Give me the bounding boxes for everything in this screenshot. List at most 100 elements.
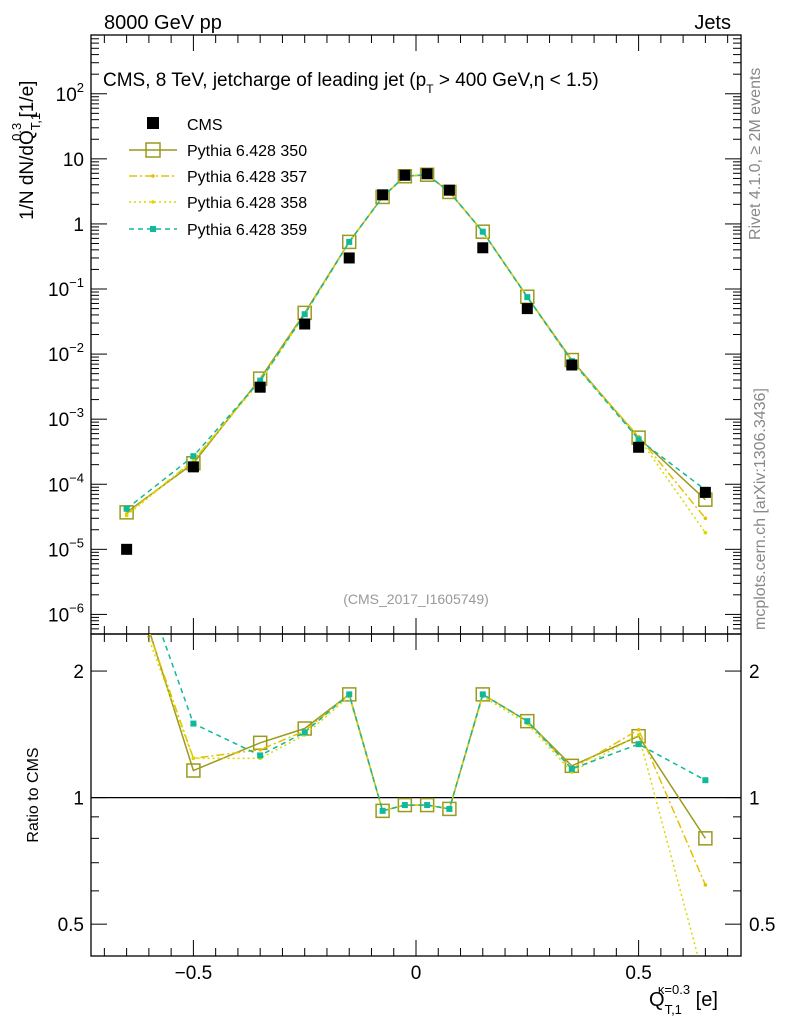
ytick-base: 10 bbox=[48, 345, 69, 366]
ytick-base: 10 bbox=[48, 605, 69, 626]
ratio-ytick-label: 1 bbox=[73, 789, 84, 810]
marker-350 bbox=[698, 831, 713, 846]
marker-359 bbox=[379, 807, 386, 814]
marker-350 bbox=[341, 687, 357, 702]
marker-359 bbox=[346, 238, 353, 245]
series-main-cms bbox=[121, 168, 711, 555]
marker-358 bbox=[636, 733, 641, 737]
main-ytick-label: 10−4 bbox=[48, 470, 84, 496]
rivet-note: Rivet 4.1.0, ≥ 2M events bbox=[747, 68, 764, 240]
title-b: > 400 GeV,η < 1.5) bbox=[434, 70, 599, 91]
marker-359 bbox=[635, 741, 642, 748]
cms-data-point bbox=[421, 168, 433, 180]
xtick-label: 0.5 bbox=[625, 963, 651, 984]
marker-357 bbox=[703, 516, 708, 521]
title-a: CMS, 8 TeV, jetcharge of leading jet (p bbox=[103, 70, 426, 91]
marker-359 bbox=[524, 294, 531, 301]
main-ylabel-sub: T,1 bbox=[28, 113, 43, 130]
main-ytick-label: 10 bbox=[63, 150, 84, 171]
xtick-label: 0 bbox=[411, 963, 422, 984]
ytick-base: 10 bbox=[48, 540, 69, 561]
series-line-359 bbox=[126, 173, 706, 510]
ratio-ytick-label: 0.5 bbox=[58, 915, 84, 936]
legend-item-359: Pythia 6.428 359 bbox=[129, 222, 307, 239]
main-ytick-label: 1 bbox=[73, 215, 84, 236]
marker-359 bbox=[257, 752, 264, 759]
legend-label-359: Pythia 6.428 359 bbox=[187, 222, 307, 239]
cms-data-point bbox=[699, 486, 711, 498]
marker-359 bbox=[301, 311, 308, 318]
marker-357 bbox=[636, 727, 641, 732]
ratio-ytick-label-right: 0.5 bbox=[749, 915, 775, 936]
marker-357 bbox=[258, 747, 262, 752]
ytick-exp: −5 bbox=[69, 535, 84, 550]
ratio-xlabel: QT,1 κ=0.3 [e] bbox=[649, 982, 718, 1017]
legend-item-358: Pythia 6.428 358 bbox=[129, 195, 307, 212]
series-line-357 bbox=[148, 634, 707, 886]
ratio-ytick-label-right: 1 bbox=[749, 789, 760, 810]
marker-359 bbox=[424, 802, 431, 809]
legend-item-357: Pythia 6.428 357 bbox=[129, 169, 307, 186]
marker-350 bbox=[475, 687, 491, 702]
marker-359 bbox=[524, 718, 531, 725]
xlabel-b: [e] bbox=[690, 989, 718, 1011]
marker-350 bbox=[341, 234, 357, 250]
cms-data-point bbox=[299, 318, 311, 330]
series-line-358 bbox=[146, 634, 699, 956]
ytick-exp: −1 bbox=[69, 275, 84, 290]
plot-title: CMS, 8 TeV, jetcharge of leading jet (pT… bbox=[103, 70, 599, 96]
marker-358 bbox=[191, 756, 196, 761]
title-sub: T bbox=[426, 82, 434, 96]
main-ytick-label: 10−2 bbox=[48, 340, 84, 366]
marker-359 bbox=[702, 777, 709, 784]
ratio-ylabel: Ratio to CMS bbox=[25, 747, 42, 842]
xtick-label: −0.5 bbox=[175, 963, 213, 984]
xlabel-sub: T,1 bbox=[665, 1002, 682, 1017]
legend-item-cms: CMS bbox=[147, 117, 223, 134]
main-ytick-label: 10−5 bbox=[48, 535, 84, 561]
marker-359 bbox=[124, 533, 130, 539]
ytick-base: 10 bbox=[48, 410, 69, 431]
category-label: Jets bbox=[694, 12, 731, 34]
marker-359 bbox=[479, 691, 486, 698]
marker-350 bbox=[186, 763, 201, 778]
marker-359 bbox=[346, 691, 353, 698]
energy-label: 8000 GeV pp bbox=[104, 12, 222, 34]
marker-358 bbox=[704, 982, 708, 986]
main-ytick-label: 102 bbox=[56, 80, 84, 106]
ytick-exp: −6 bbox=[69, 600, 84, 615]
xlabel-sup: κ=0.3 bbox=[658, 982, 690, 997]
marker-359 bbox=[479, 228, 486, 235]
marker-350 bbox=[375, 803, 390, 819]
ytick-base: 10 bbox=[56, 85, 77, 106]
cms-data-point bbox=[521, 303, 533, 315]
series-main-350 bbox=[119, 167, 713, 520]
ytick-base: 10 bbox=[48, 475, 69, 496]
xlabel-a: Q bbox=[649, 989, 665, 1011]
marker-359 bbox=[190, 453, 197, 460]
legend-marker-359 bbox=[150, 226, 156, 232]
cms-data-point bbox=[187, 461, 199, 473]
legend: CMS Pythia 6.428 350 Pythia 6.428 357 Py… bbox=[129, 117, 307, 239]
marker-359 bbox=[301, 729, 308, 736]
marker-359 bbox=[257, 377, 264, 384]
cms-data-point bbox=[443, 184, 455, 196]
cms-data-point bbox=[343, 252, 355, 264]
cms-data-point bbox=[377, 189, 389, 201]
legend-label-357: Pythia 6.428 357 bbox=[187, 169, 307, 186]
ratio-ytick-label: 2 bbox=[73, 662, 84, 683]
series-ratio-359 bbox=[124, 533, 709, 814]
analysis-id: (CMS_2017_I1605749) bbox=[343, 591, 489, 607]
legend-label-cms: CMS bbox=[187, 117, 223, 134]
marker-357 bbox=[125, 567, 129, 571]
mcplots-note: mcplots.cern.ch [arXiv:1306.3436] bbox=[752, 388, 769, 630]
legend-item-350: Pythia 6.428 350 bbox=[129, 142, 307, 160]
cms-data-point bbox=[254, 381, 266, 393]
ratio-plot-frame bbox=[90, 633, 742, 957]
ytick-base: 10 bbox=[48, 280, 69, 301]
marker-350 bbox=[475, 224, 491, 239]
marker-359 bbox=[401, 802, 408, 809]
ytick-exp: 2 bbox=[77, 80, 84, 95]
series-ratio-357 bbox=[125, 567, 708, 887]
